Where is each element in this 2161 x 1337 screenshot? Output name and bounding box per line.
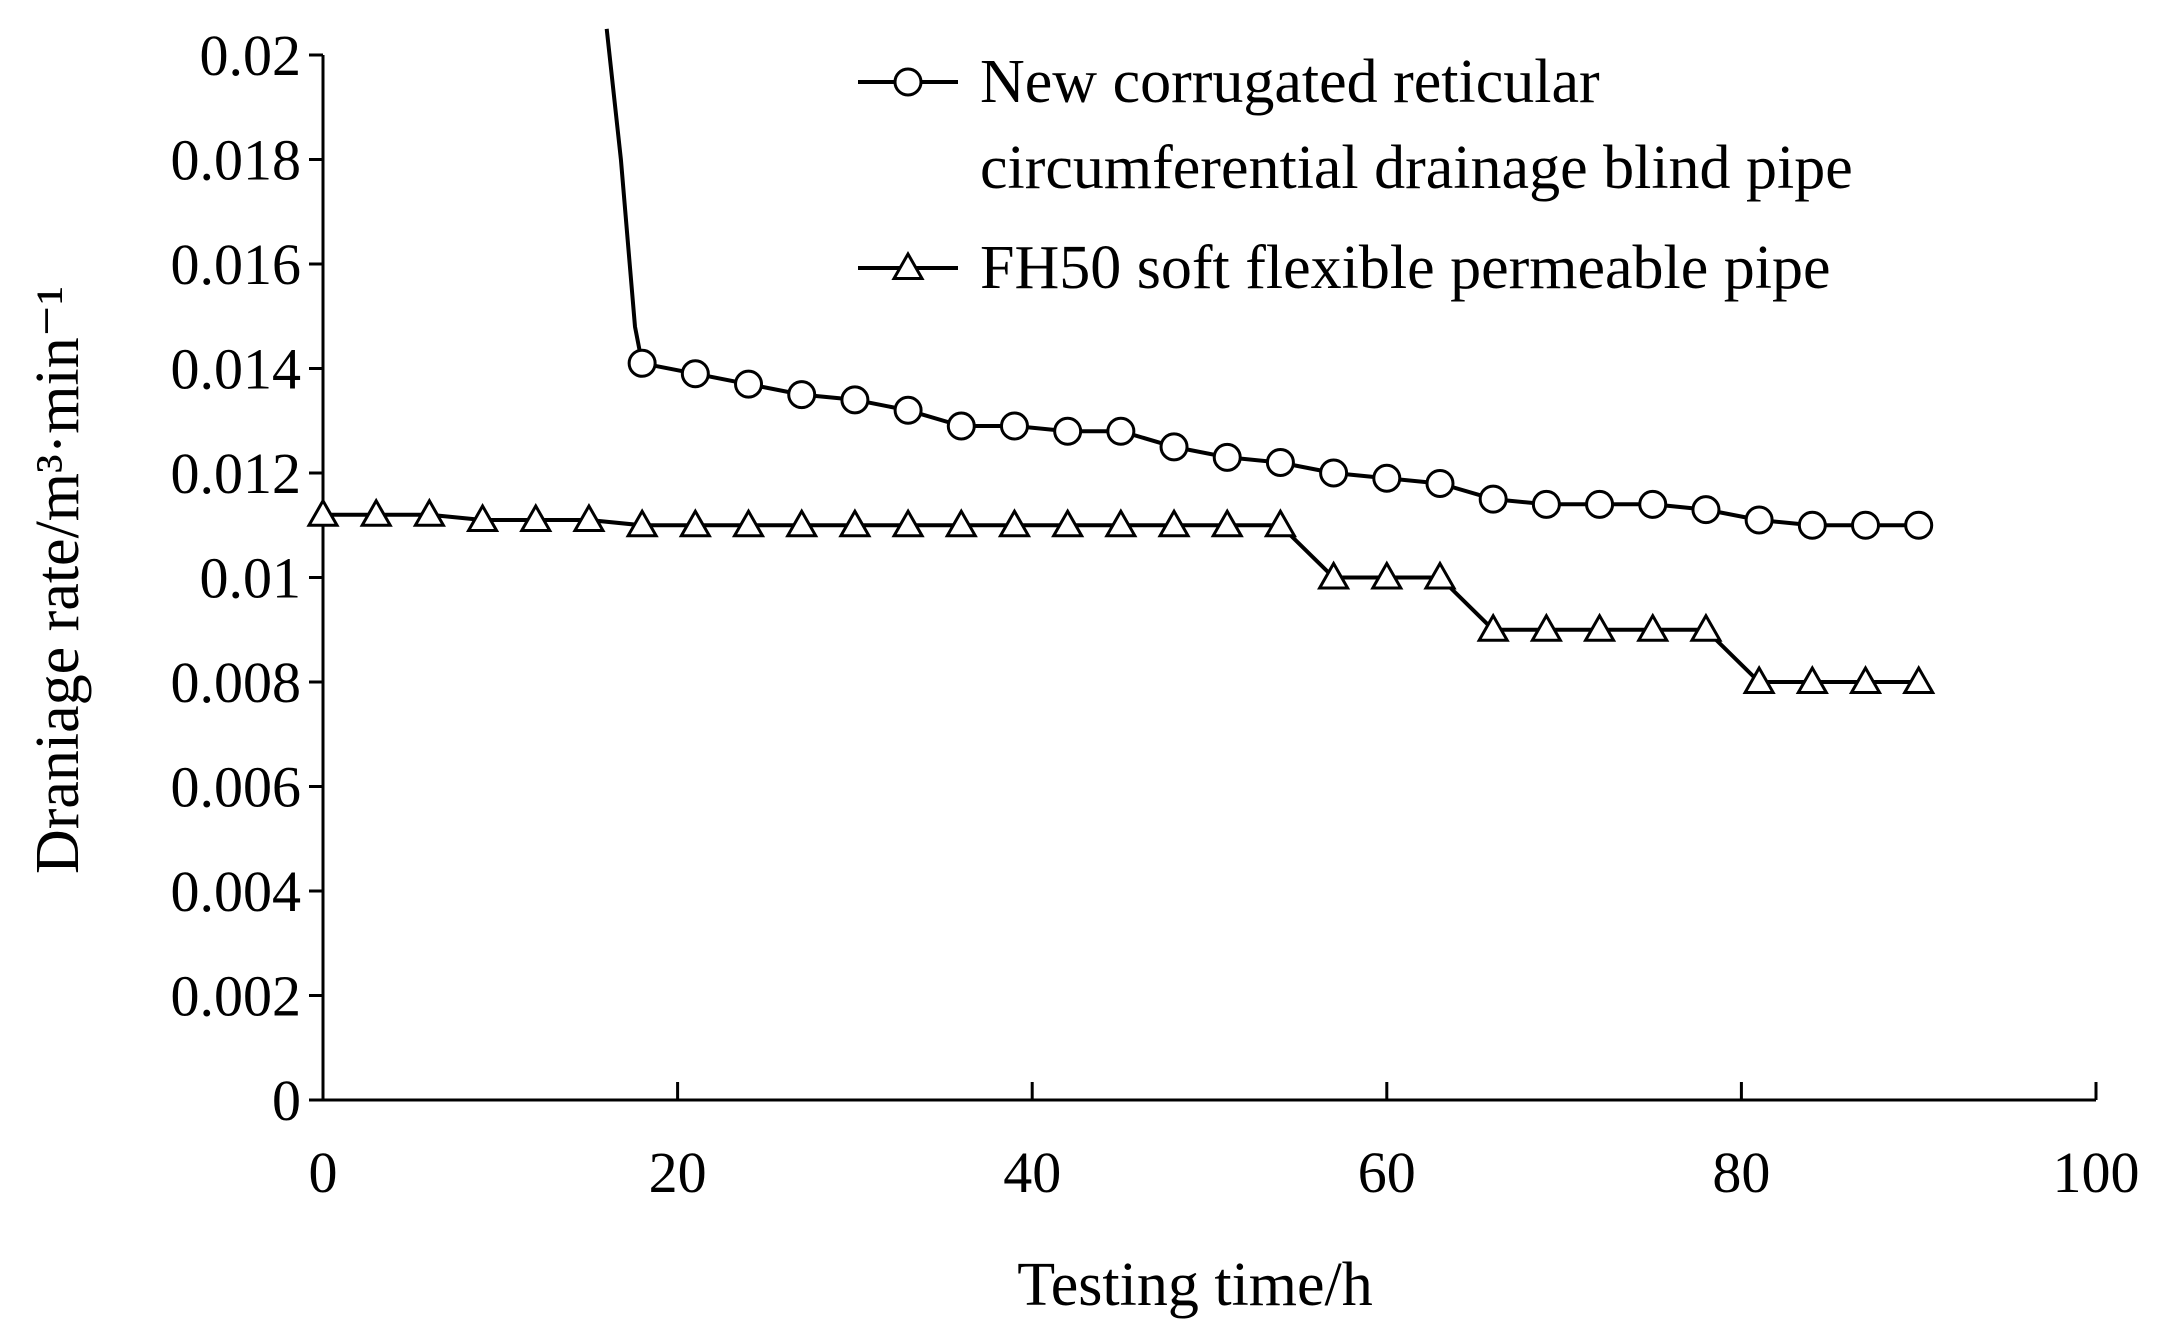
y-tick-label: 0 (272, 1068, 301, 1133)
x-axis-ticks: 0 20 40 60 80 100 (309, 1082, 2140, 1205)
series-1-point (893, 395, 923, 425)
y-tick-label: 0.014 (171, 337, 302, 402)
series-1-point (1904, 510, 1934, 540)
series-2-point (1848, 664, 1883, 694)
series-2-point (1742, 664, 1776, 694)
series-1-point (1744, 505, 1774, 535)
series-2-point (1157, 508, 1191, 538)
series-2-point (412, 497, 446, 527)
series-2-point (731, 508, 766, 538)
y-tick-label: 0.004 (171, 859, 302, 924)
legend-marker-2 (891, 250, 925, 280)
y-axis-ticks: 0 0.002 0.004 0.006 0.008 0.01 0.012 0.014 0.016… (171, 23, 323, 1133)
series-1-line (641, 361, 1919, 528)
series-1-point (1585, 489, 1615, 519)
series-2-point (1051, 508, 1085, 538)
series-2-point (1104, 508, 1138, 538)
legend-marker-1 (893, 67, 923, 97)
y-tick-label: 0.008 (171, 650, 302, 715)
series-2-point (891, 508, 925, 538)
series-2-point (1529, 612, 1563, 642)
y-tick-label: 0.01 (200, 546, 302, 611)
series-2-point (1263, 508, 1298, 538)
x-tick-label: 100 (2053, 1140, 2140, 1205)
legend: New corrugated reticular circumferential … (858, 48, 1853, 302)
series-2-point (1902, 664, 1936, 694)
series-2-point (306, 497, 340, 527)
x-axis-title: Testing time/h (1017, 1251, 1373, 1319)
series-1-point (840, 385, 870, 415)
x-tick-label: 40 (1003, 1140, 1061, 1205)
series-1-point (1691, 495, 1721, 525)
series-2-line (323, 512, 1919, 684)
y-tick-label: 0.012 (171, 441, 302, 506)
legend-label-1: circumferential drainage blind pipe (980, 134, 1853, 202)
series-2-point (944, 508, 978, 538)
series-1-point (787, 380, 817, 410)
series-2-point (678, 508, 712, 538)
series-1-point (1638, 489, 1668, 519)
legend-label-2: FH50 soft flexible permeable pipe (980, 234, 1831, 302)
y-tick-label: 0.02 (200, 23, 302, 88)
series-2-point (1476, 612, 1510, 642)
series-1-point (999, 411, 1029, 441)
y-tick-label: 0.002 (171, 964, 302, 1029)
series-1-point (1265, 448, 1295, 478)
series-1-point (1372, 463, 1402, 493)
x-tick-label: 60 (1358, 1140, 1416, 1205)
series-2-point (1317, 560, 1351, 590)
series-2-point (572, 503, 606, 533)
y-tick-label: 0.018 (171, 128, 302, 193)
series-1-point (946, 411, 976, 441)
series-2-point (1370, 560, 1404, 590)
series-1-point (1425, 468, 1455, 498)
series-2 (306, 497, 1936, 694)
series-2-point (1636, 612, 1670, 642)
legend-label-1: New corrugated reticular (980, 48, 1600, 116)
series-2-point (785, 508, 819, 538)
series-1-point (1212, 442, 1242, 472)
series-2-point (625, 508, 659, 538)
series-1-point (1797, 510, 1827, 540)
y-axis-title: Draniage rate/m³·min⁻¹ (24, 286, 92, 874)
series-1-leadin-line (604, 28, 645, 364)
series-layer (306, 28, 1936, 694)
series-2-point (465, 503, 500, 533)
series-1-point (1531, 489, 1561, 519)
series-2-point (359, 497, 393, 527)
axes (321, 55, 2096, 1102)
series-2-point (1582, 612, 1617, 642)
series-2-point (1795, 664, 1829, 694)
x-tick-label: 80 (1712, 1140, 1770, 1205)
series-2-point (1423, 560, 1457, 590)
series-1-point (1053, 416, 1083, 446)
series-2-point (1689, 612, 1723, 642)
y-tick-label: 0.006 (171, 755, 302, 820)
series-1-point (734, 369, 764, 399)
series-1-point (680, 359, 710, 389)
series-1-point (1106, 416, 1136, 446)
x-tick-label: 20 (649, 1140, 707, 1205)
series-1-point (1319, 458, 1349, 488)
x-tick-label: 0 (309, 1140, 338, 1205)
series-1-point (1159, 432, 1189, 462)
series-1 (604, 28, 1934, 540)
series-2-point (1210, 508, 1244, 538)
y-tick-label: 0.016 (171, 232, 302, 297)
series-2-point (519, 503, 553, 533)
series-1-point (1478, 484, 1508, 514)
series-2-point (997, 508, 1032, 538)
series-1-point (1851, 510, 1881, 540)
series-2-point (838, 508, 872, 538)
series-1-point (627, 348, 657, 378)
